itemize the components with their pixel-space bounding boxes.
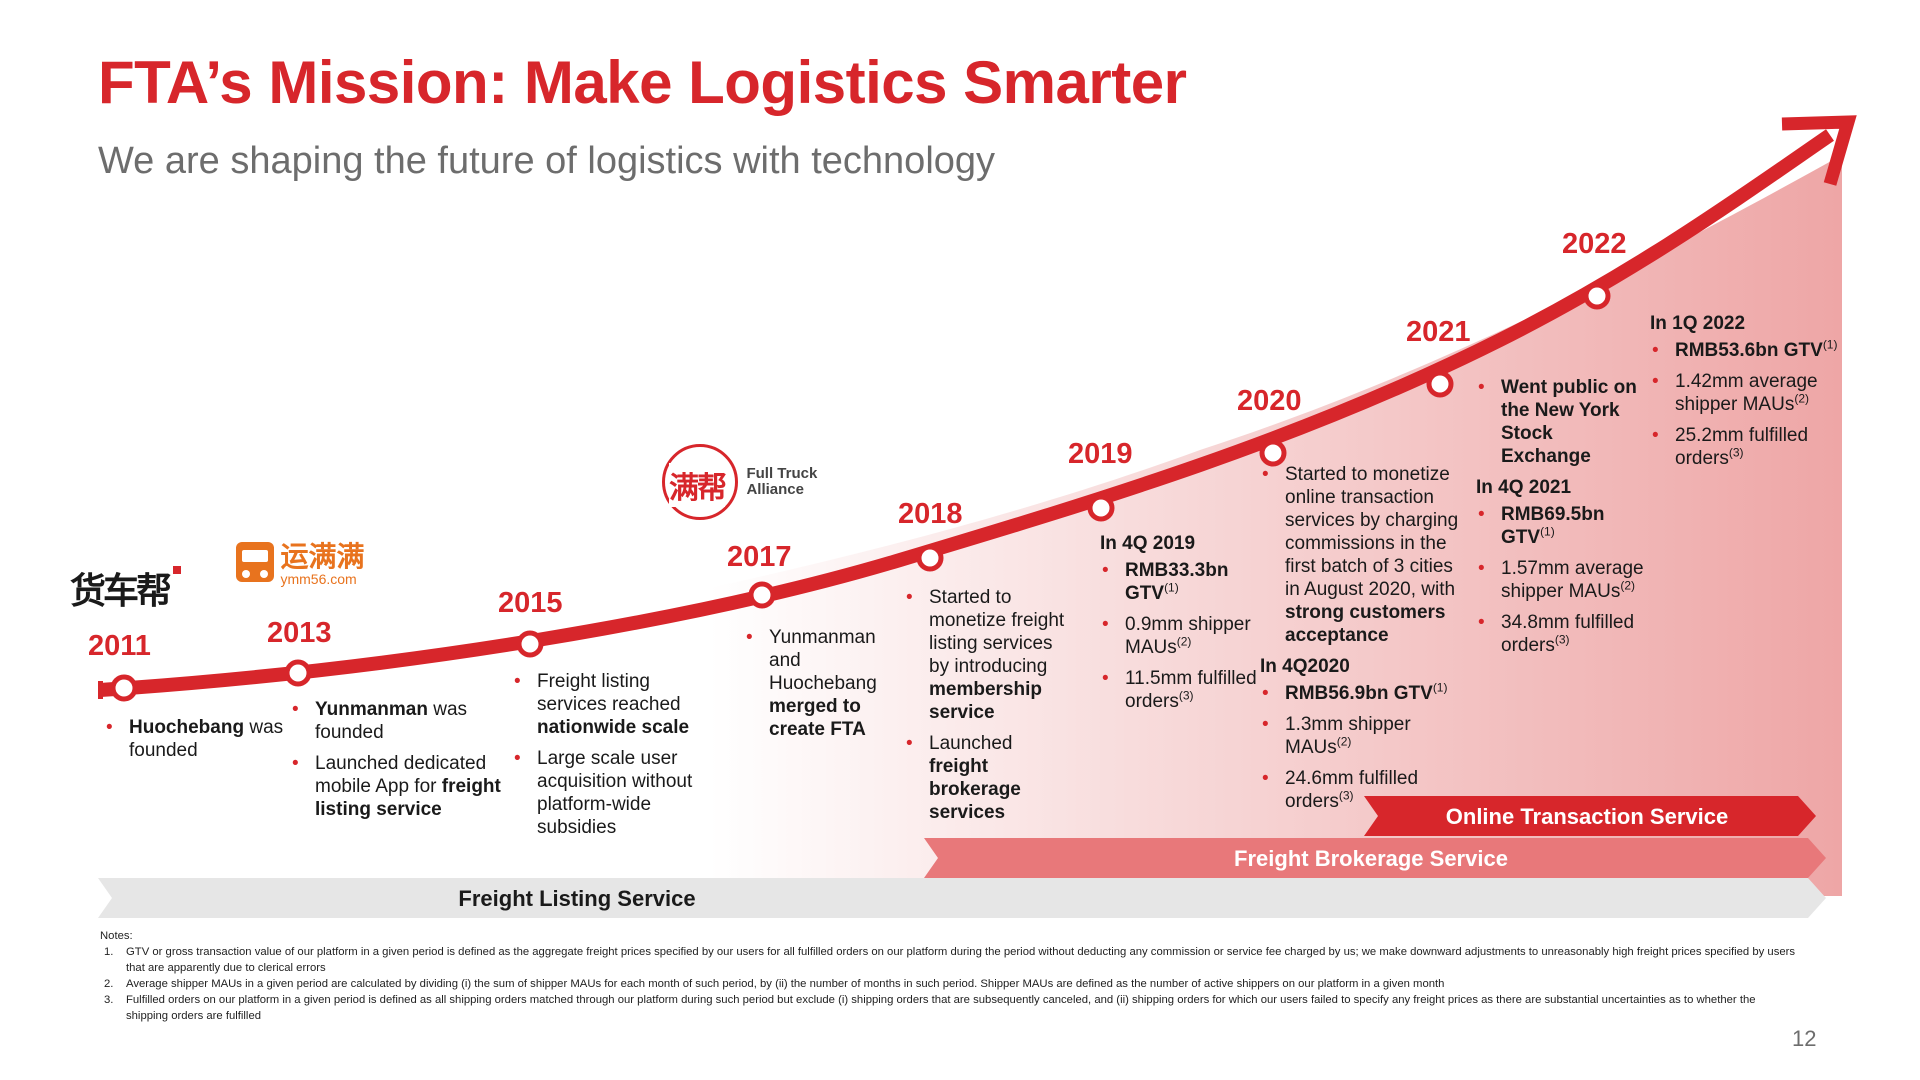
milestone-2018: Started to monetize freight listing serv… <box>904 586 1074 832</box>
year-2021: 2021 <box>1406 316 1471 348</box>
dot-2017 <box>748 581 776 609</box>
fta-logo: 满帮 Full Truck Alliance <box>662 444 817 520</box>
bullet-2019-1: RMB33.3bn GTV(1) <box>1100 559 1260 605</box>
year-2022: 2022 <box>1562 228 1627 260</box>
bullet-2021-3: 1.57mm average shipper MAUs(2) <box>1476 557 1646 603</box>
dot-2011 <box>110 674 138 702</box>
bullet-2013-2: Launched dedicated mobile App for freigh… <box>290 752 502 821</box>
curve-start-cap <box>98 681 103 699</box>
huochebang-logo: 货车帮 <box>70 562 182 614</box>
note-1: 1. GTV or gross transaction value of our … <box>104 946 1796 974</box>
milestone-2011: Huochebang was founded <box>104 716 294 770</box>
bullet-2019-2: 0.9mm shipper MAUs(2) <box>1100 613 1260 659</box>
bullet-2013-1: Yunmanman was founded <box>290 698 502 744</box>
bullet-2020-1: Started to monetize online transaction s… <box>1260 463 1470 647</box>
dot-2015 <box>516 630 544 658</box>
year-2015: 2015 <box>498 587 563 619</box>
bullet-2021-1: Went public on the New York Stock Exchan… <box>1476 376 1646 468</box>
page-subtitle: We are shaping the future of logistics w… <box>98 140 996 182</box>
milestone-2022: In 1Q 2022 RMB53.6bn GTV(1) 1.42mm avera… <box>1650 312 1850 478</box>
notes-header: Notes: <box>100 930 133 942</box>
note-2: 2. Average shipper MAUs in a given period… <box>104 978 1445 990</box>
listing-banner-shape <box>98 878 1826 918</box>
page-title: FTA’s Mission: Make Logistics Smarter <box>98 49 1187 116</box>
year-2011: 2011 <box>88 630 151 662</box>
bullet-2020-2: RMB56.9bn GTV(1) <box>1260 682 1470 705</box>
milestone-2021: Went public on the New York Stock Exchan… <box>1476 376 1646 665</box>
bullet-2019-3: 11.5mm fulfilled orders(3) <box>1100 667 1260 713</box>
bullet-2018-1: Started to monetize freight listing serv… <box>904 586 1074 724</box>
bullet-2011-1: Huochebang was founded <box>104 716 294 762</box>
bullet-2015-2: Large scale user acquisition without pla… <box>512 747 698 839</box>
yunmanman-logo: 运满满 ymm56.com <box>236 542 364 586</box>
bullet-2021-2: RMB69.5bn GTV(1) <box>1476 503 1646 549</box>
dot-2013 <box>284 659 312 687</box>
bullet-2018-2: Launched freight brokerage services <box>904 732 1074 824</box>
heading-2021: In 4Q 2021 <box>1476 477 1572 498</box>
online-banner-shape <box>1364 796 1816 836</box>
dot-2018 <box>916 544 944 572</box>
note-3: 3. Fulfilled orders on our platform in a … <box>104 994 1756 1022</box>
heading-2019: In 4Q 2019 <box>1100 533 1196 554</box>
milestone-2013: Yunmanman was founded Launched dedicated… <box>290 698 502 829</box>
bullet-2017-1: Yunmanman and Huochebang merged to creat… <box>744 626 904 741</box>
year-2020: 2020 <box>1237 385 1302 417</box>
freight-listing-service-label: Freight Listing Service <box>458 886 696 911</box>
page-number: 12 <box>1792 1026 1817 1051</box>
bullet-2020-3: 1.3mm shipper MAUs(2) <box>1260 713 1470 759</box>
freight-brokerage-service-label: Freight Brokerage Service <box>1234 846 1508 871</box>
dot-2020 <box>1259 439 1287 467</box>
year-2017: 2017 <box>727 541 792 573</box>
year-2018: 2018 <box>898 498 963 530</box>
milestone-2017: Yunmanman and Huochebang merged to creat… <box>744 626 904 749</box>
dot-2022 <box>1583 282 1611 310</box>
bullet-2015-1: Freight listing services reached nationw… <box>512 670 698 739</box>
truck-icon <box>236 542 274 582</box>
year-2019: 2019 <box>1068 438 1133 470</box>
heading-2020: In 4Q2020 <box>1260 656 1350 677</box>
growth-arrow-head <box>1781 115 1857 186</box>
online-transaction-service-label: Online Transaction Service <box>1445 804 1729 829</box>
year-2013: 2013 <box>267 617 332 649</box>
milestone-2015: Freight listing services reached nationw… <box>512 670 698 847</box>
dot-2021 <box>1426 370 1454 398</box>
bullet-2022-3: 25.2mm fulfilled orders(3) <box>1650 424 1850 470</box>
bullet-2021-4: 34.8mm fulfilled orders(3) <box>1476 611 1646 657</box>
footnotes: Notes: 1. GTV or gross transaction value … <box>100 928 1800 1024</box>
milestone-2020: Started to monetize online transaction s… <box>1260 463 1470 821</box>
bullet-2022-2: 1.42mm average shipper MAUs(2) <box>1650 370 1850 416</box>
dot-2019 <box>1087 494 1115 522</box>
bullet-2022-1: RMB53.6bn GTV(1) <box>1650 339 1850 362</box>
heading-2022: In 1Q 2022 <box>1650 313 1746 334</box>
milestone-2019: In 4Q 2019 RMB33.3bn GTV(1) 0.9mm shippe… <box>1100 532 1260 721</box>
bullet-2020-4: 24.6mm fulfilled orders(3) <box>1260 767 1470 813</box>
brokerage-banner-shape <box>924 838 1826 878</box>
